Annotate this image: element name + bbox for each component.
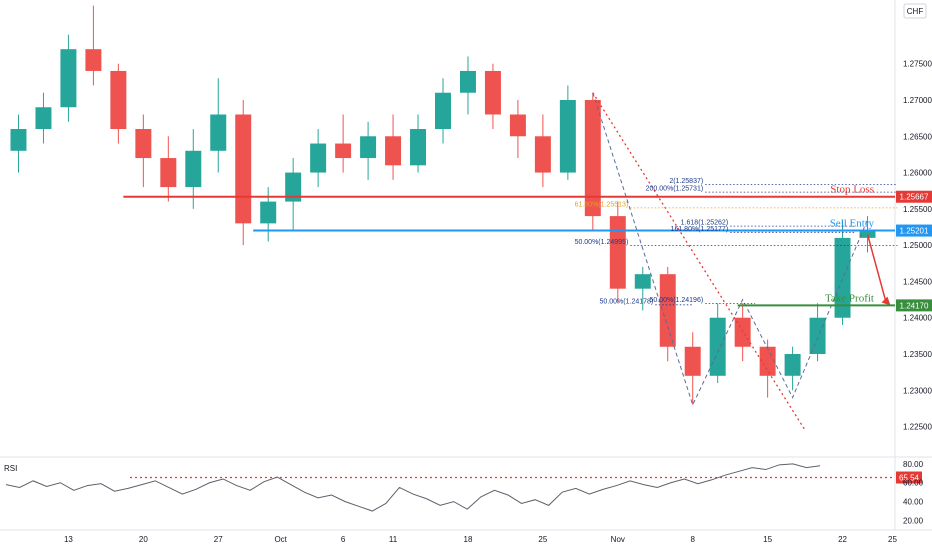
candle-body — [484, 70, 501, 115]
candle-body — [360, 136, 377, 159]
time-tick-label: 11 — [389, 535, 398, 544]
candle-body — [385, 136, 402, 166]
candle-body — [559, 99, 576, 173]
price-tag-text: 1.24170 — [900, 301, 929, 310]
candle-body — [235, 114, 252, 224]
candle-body — [110, 70, 127, 130]
time-tick-label: 18 — [464, 535, 473, 544]
fib-label: 161.80%(1.25177) — [671, 226, 729, 233]
main-pane-bg — [0, 0, 895, 455]
candle-body — [285, 172, 302, 202]
fib-label: 1.618(1.25262) — [681, 220, 728, 227]
time-tick-label: 25 — [888, 535, 897, 544]
levels-layer: Stop Loss 1.25667 Sell Entry 1.25201 Take Pr… — [123, 184, 932, 312]
rsi-level-tag — [896, 471, 922, 484]
fib-label: 2(1.25837) — [669, 178, 703, 185]
candle-body — [135, 129, 152, 159]
candle-body — [10, 129, 27, 151]
time-tick-label: Oct — [274, 535, 287, 544]
candle-body — [185, 150, 202, 188]
price-tick-label: 1.22500 — [903, 423, 932, 432]
time-axis: 13 20 27 Oct 6 11 18 25 Nov 8 15 22 25 — [64, 535, 898, 544]
candle-body — [160, 158, 177, 188]
time-tick-label: 15 — [763, 535, 772, 544]
projection-arrow — [866, 234, 888, 305]
currency-badge[interactable] — [903, 3, 927, 19]
price-tick-label: 1.27500 — [903, 60, 932, 69]
candle-body — [85, 49, 102, 71]
price-tick-label: 1.25000 — [903, 241, 932, 250]
time-tick-label: 25 — [538, 535, 547, 544]
rsi-tick-label: 20.00 — [903, 516, 924, 525]
price-tick-label: 1.26500 — [903, 132, 932, 141]
rsi-title: RSI — [4, 464, 17, 473]
candle-body — [534, 136, 551, 173]
price-tick-label: 1.25500 — [903, 205, 932, 214]
rsi-pane: 65.54 80.00 60.00 40.00 20.00 — [5, 460, 924, 525]
candle-body — [759, 346, 776, 376]
fib-label: 200.00%(1.25731) — [646, 186, 704, 193]
candle-body — [834, 237, 851, 318]
candle-body — [35, 107, 52, 130]
rsi-level-text: 65.54 — [899, 474, 920, 483]
time-tick-label: 22 — [838, 535, 847, 544]
candle-body — [809, 317, 826, 355]
price-tick-label: 1.23000 — [903, 386, 932, 395]
time-tick-label: 6 — [341, 535, 346, 544]
candle-body — [859, 230, 876, 238]
time-tick-label: 20 — [139, 535, 148, 544]
candle-body — [310, 143, 327, 173]
time-tick-label: 8 — [690, 535, 695, 544]
trendline-dotted — [592, 92, 806, 431]
price-tag — [896, 190, 932, 203]
fib-label: 50.00%(1.24196) — [649, 297, 703, 304]
price-tick-label: 1.24000 — [903, 314, 932, 323]
price-tag-text: 1.25201 — [900, 227, 929, 236]
fib-label: 50.00%(1.24178) — [600, 298, 654, 305]
candle-body — [260, 201, 277, 224]
rsi-tick-label: 80.00 — [903, 460, 924, 469]
currency-label: CHF — [907, 7, 924, 16]
price-tag — [896, 299, 932, 312]
price-tag-text: 1.25667 — [900, 193, 929, 202]
fib-label: 50.00%(1.24995) — [575, 239, 629, 246]
candle-body — [459, 70, 476, 93]
fib-label: 61.80%(1.25513) — [575, 201, 629, 208]
fib-labels-layer: 2(1.25837)200.00%(1.25731) 61.80%(1.25513… — [575, 178, 898, 305]
candle-body — [210, 114, 227, 151]
price-tick-label: 1.24500 — [903, 277, 932, 286]
price-tick-label: 1.27000 — [903, 96, 932, 105]
level-label: Take Profit — [825, 292, 874, 304]
rsi-tick-label: 40.00 — [903, 498, 924, 507]
rsi-line — [5, 463, 821, 512]
candle-body — [684, 346, 701, 376]
candle-body — [584, 99, 601, 217]
candle-body — [734, 317, 751, 347]
candle-body — [634, 274, 651, 289]
candles-layer — [10, 5, 876, 405]
candle-body — [784, 354, 801, 376]
level-label: Sell Entry — [830, 218, 875, 230]
price-tick-label: 1.23500 — [903, 350, 932, 359]
candle-body — [709, 317, 726, 376]
level-label: Stop Loss — [830, 184, 874, 196]
harmonic-pattern-line — [592, 92, 868, 407]
candle-body — [60, 49, 77, 108]
projection-arrowhead — [881, 296, 891, 306]
candle-body — [659, 274, 676, 347]
price-tag — [896, 224, 932, 237]
candle-body — [335, 143, 352, 159]
price-tick-label: 1.26000 — [903, 169, 932, 178]
rsi-tick-label: 60.00 — [903, 479, 924, 488]
candle-body — [609, 216, 626, 289]
time-tick-label: 27 — [214, 535, 223, 544]
price-axis: 1.27500 1.27000 1.26500 1.26000 1.25500 1.250… — [903, 60, 932, 432]
time-tick-label: Nov — [611, 535, 625, 544]
candle-body — [509, 114, 526, 137]
drawings-layer — [592, 92, 891, 431]
candle-body — [435, 92, 451, 130]
candle-body — [410, 129, 427, 166]
time-tick-label: 13 — [64, 535, 73, 544]
